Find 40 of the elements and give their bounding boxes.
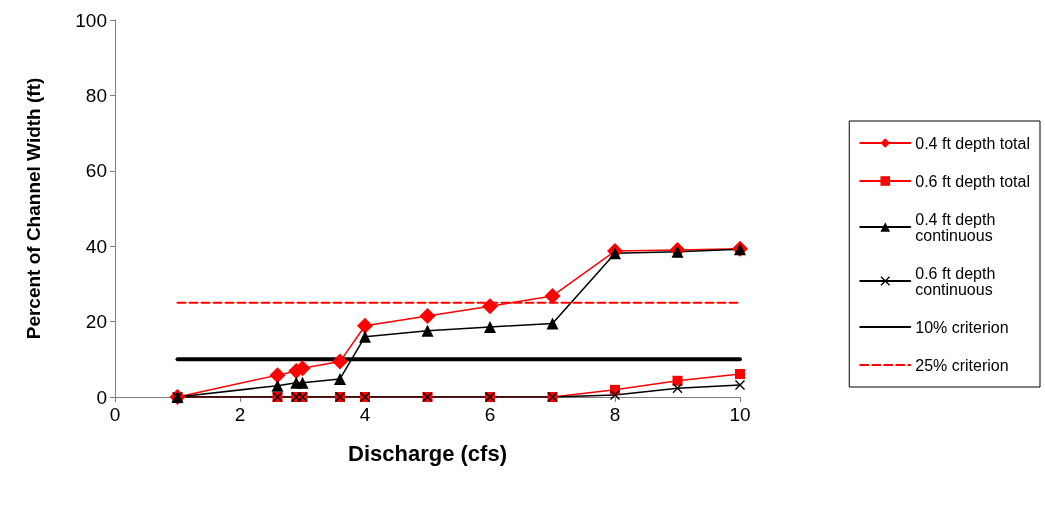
x-tick-label: 2 [234,404,246,425]
point [359,330,371,343]
legend-label: 0.4 ft depth continuous [915,210,1000,244]
point [672,383,683,394]
y-tick-label: 60 [85,160,107,182]
x-tick-label: 4 [359,404,371,425]
point [735,369,745,379]
point [334,372,346,385]
legend-label: 0.6 ft depth total [915,172,1030,190]
x-tick-label: 10 [729,404,751,425]
legend-label: 0.6 ft depth continuous [915,264,1000,298]
point [421,324,434,337]
legend-label: 25% criterion [915,356,1009,374]
point [672,375,683,386]
point [271,379,284,392]
point [609,247,621,260]
point [357,317,373,334]
x-tick-label: 6 [484,404,496,425]
y-tick-label: 100 [75,9,107,31]
point [544,287,561,304]
x-tick-label: 0 [109,404,121,425]
y-axis-title: Percent of Channel Width (ft) [23,77,44,340]
point [671,245,684,258]
legend-label: 10% criterion [915,318,1009,336]
y-tick-label: 0 [96,386,107,408]
legend-label: 0.4 ft depth total [915,134,1030,152]
y-tick-label: 20 [85,311,107,333]
x-tick-label: 8 [609,404,621,425]
y-tick-label: 80 [85,84,107,106]
point [332,353,348,370]
point [269,367,286,384]
point [484,320,496,333]
y-tick-label: 40 [85,235,107,257]
point [482,298,498,315]
point [546,317,559,330]
x-axis-title: Discharge (cfs) [348,440,507,466]
point [610,390,620,401]
point [735,379,745,390]
point [296,376,309,389]
point [419,307,436,324]
